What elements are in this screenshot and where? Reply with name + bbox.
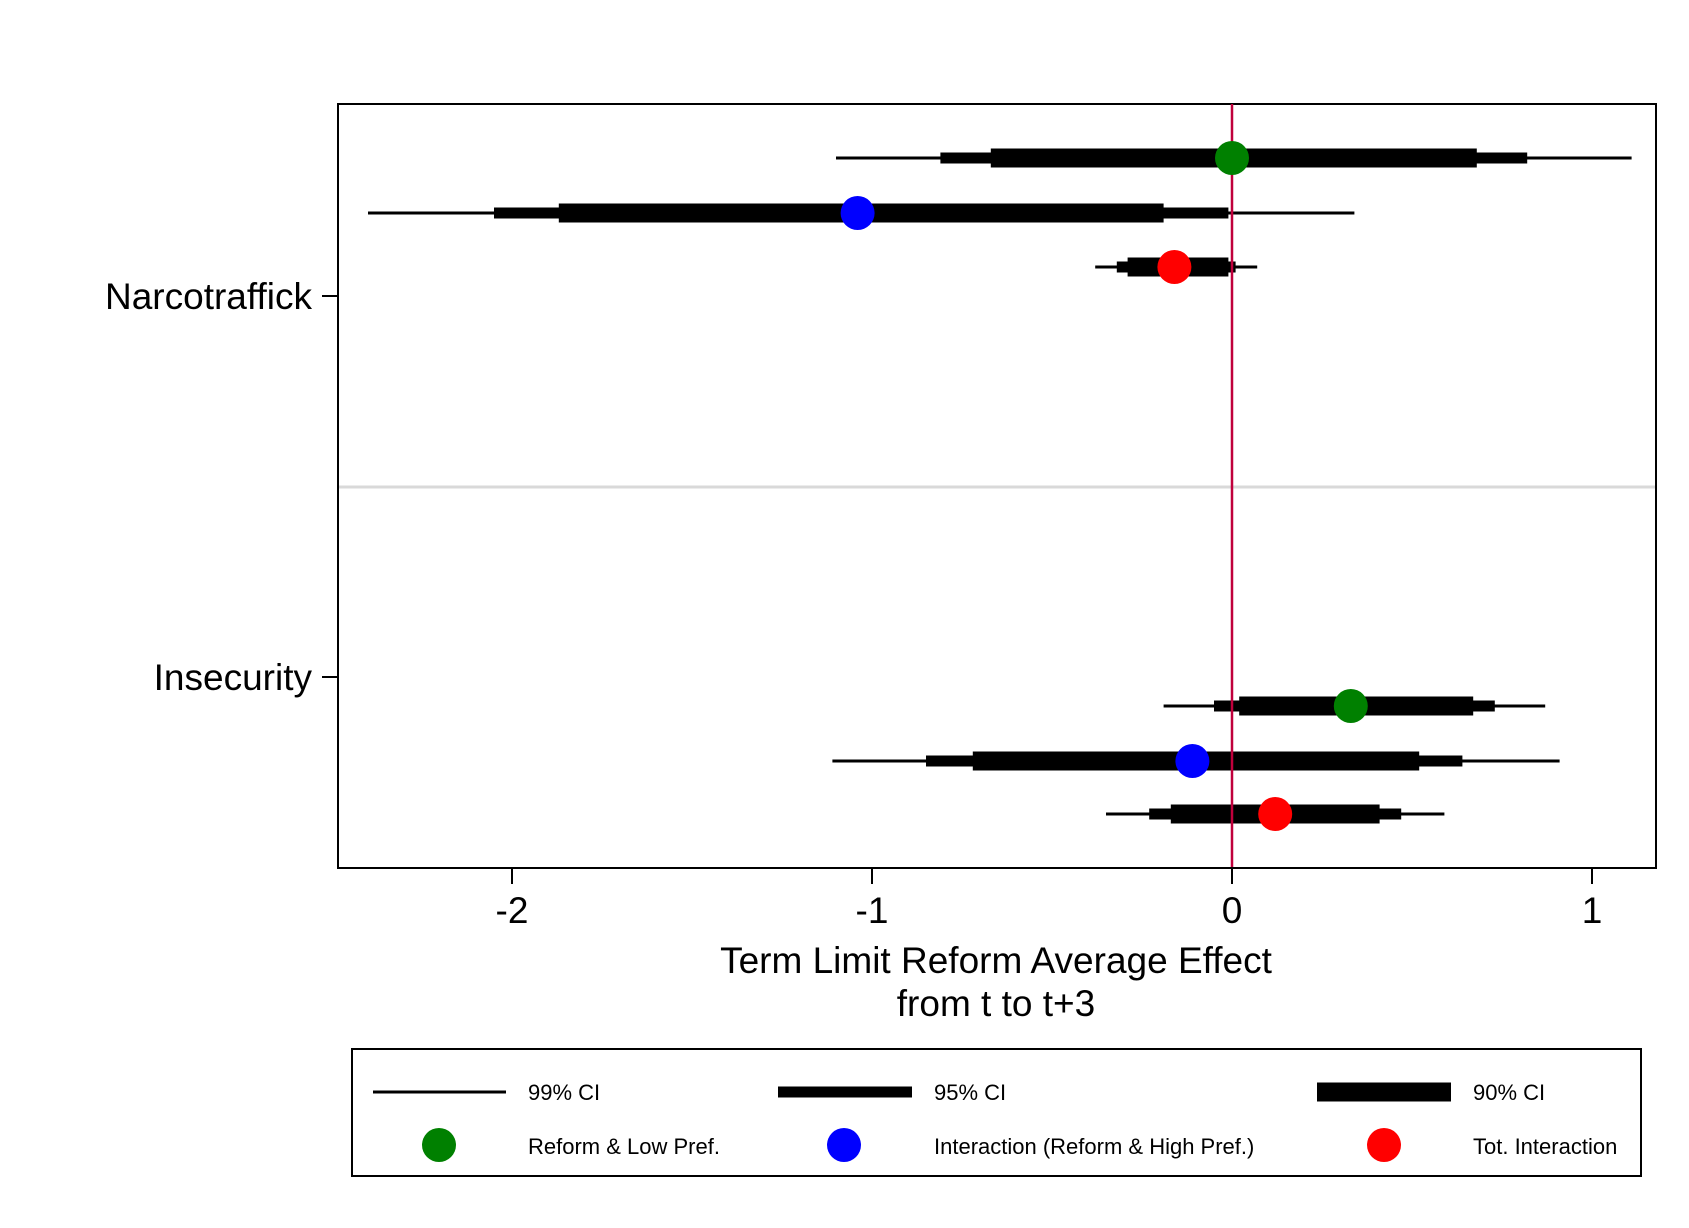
legend-label-ci90: 90% CI [1473,1080,1545,1105]
xtick-label-3: 1 [1582,890,1603,931]
narcotraffick-interaction-reform-high-pref-point [840,196,875,230]
ytick-label-narcotraffick: Narcotraffick [105,276,312,317]
insecurity-interaction-reform-high-pref-point [1175,744,1210,778]
narcotraffick-tot-interaction-point [1157,250,1192,284]
insecurity-tot-interaction-point [1258,797,1293,831]
legend-frame [351,1048,1642,1177]
legend-label-ci95: 95% CI [934,1080,1006,1105]
plot-area [337,103,1657,869]
legend-marker-reform-low-pref [422,1128,456,1162]
legend-label-reform-low-pref: Reform & Low Pref. [528,1134,720,1159]
point-layer [840,141,1368,831]
x-axis-label: Term Limit Reform Average Effect from t … [720,940,1273,1024]
x-axis-label-line2: from t to t+3 [897,983,1095,1024]
legend-label-ci99: 99% CI [528,1080,600,1105]
x-axis-label-line1: Term Limit Reform Average Effect [720,940,1273,981]
narcotraffick-reform-low-pref-point [1215,141,1249,175]
xtick-label-0: -2 [496,890,529,931]
x-axis: -2 -1 0 1 [338,867,1656,931]
xtick-label-1: -1 [856,890,889,931]
legend-marker-interaction-high-pref [827,1128,861,1162]
y-axis: Narcotraffick Insecurity [105,276,338,698]
xtick-label-2: 0 [1222,890,1243,931]
legend-marker-tot-interaction [1367,1128,1401,1162]
legend-label-interaction-high-pref: Interaction (Reform & High Pref.) [934,1134,1254,1159]
legend-label-tot-interaction: Tot. Interaction [1473,1134,1617,1159]
ytick-label-insecurity: Insecurity [154,657,313,698]
legend: 99% CI 95% CI 90% CI Reform & Low Pref. … [351,1048,1642,1177]
insecurity-reform-low-pref-point [1333,689,1368,723]
